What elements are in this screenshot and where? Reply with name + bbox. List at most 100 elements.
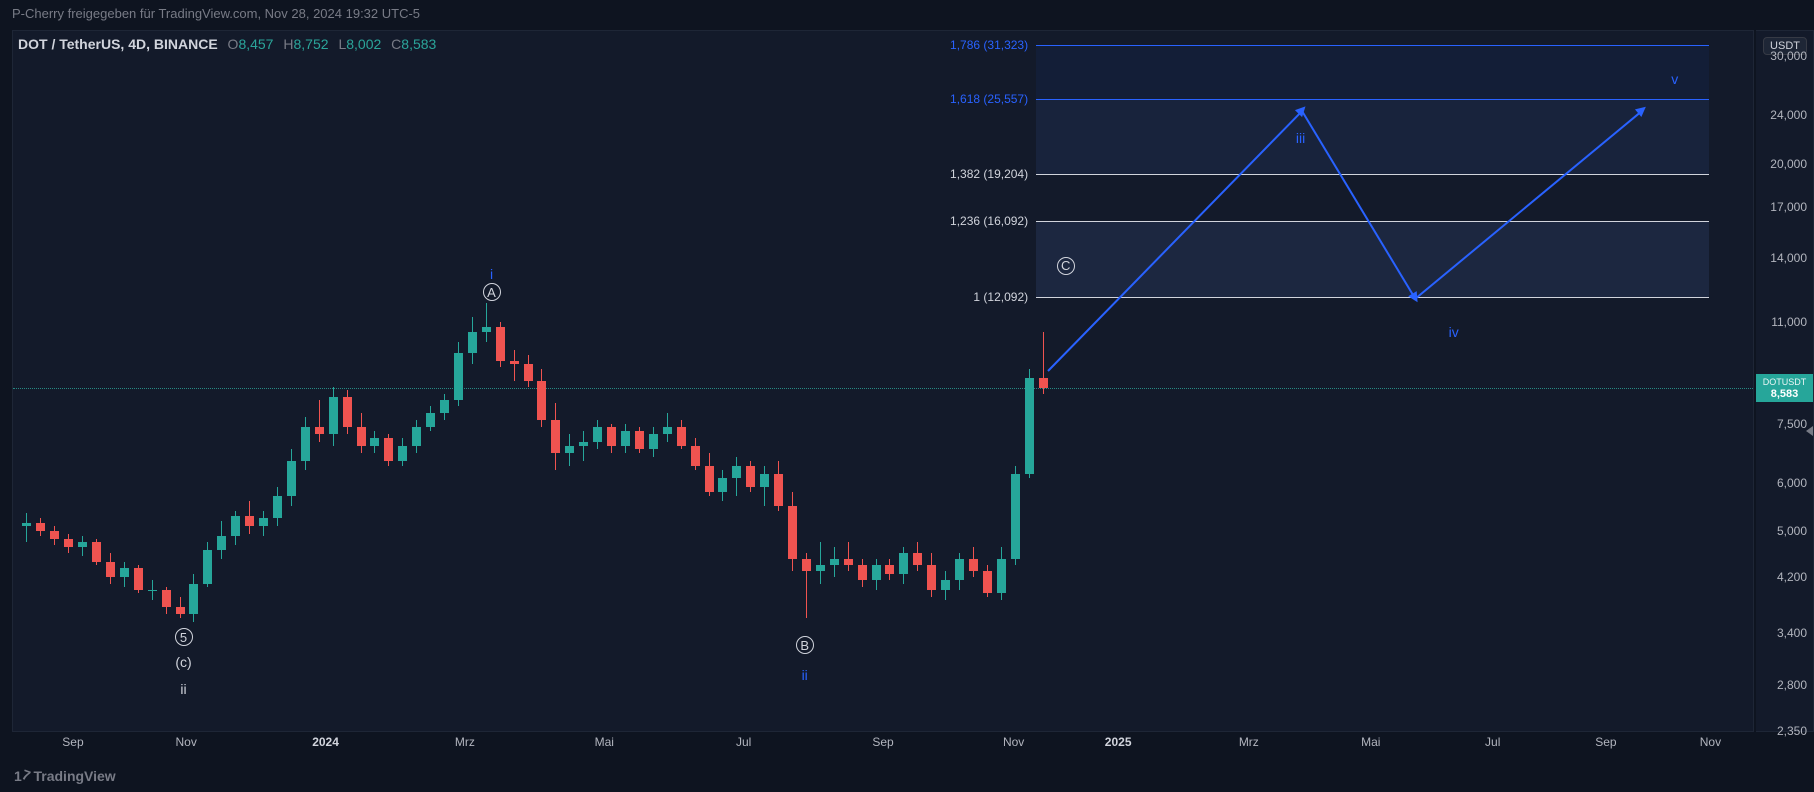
candle-body (927, 565, 936, 590)
candle-body (802, 559, 811, 571)
price-tick: 5,000 (1777, 524, 1807, 538)
time-tick: Mai (595, 735, 614, 749)
candle-body (732, 466, 741, 479)
elliott-wave-label: (c) (175, 654, 191, 670)
fib-level-line (1036, 45, 1709, 46)
price-tick: 3,400 (1777, 626, 1807, 640)
candle-body (1039, 378, 1048, 388)
candle-body (1011, 474, 1020, 559)
time-tick: Sep (1595, 735, 1616, 749)
candle-body (537, 381, 546, 420)
candle-body (370, 438, 379, 446)
candle-body (565, 446, 574, 454)
candle-body (955, 559, 964, 580)
price-tick: 11,000 (1771, 315, 1807, 329)
time-tick: Nov (176, 735, 197, 749)
candle-wick (583, 431, 584, 462)
candle-body (816, 565, 825, 571)
candle-body (969, 559, 978, 571)
price-axis[interactable]: USDT 30,00024,00020,00017,00014,00011,00… (1756, 30, 1814, 732)
candle-body (176, 607, 185, 614)
symbol-label: DOT / TetherUS, 4D, BINANCE (18, 36, 218, 52)
candle-body (398, 446, 407, 462)
fib-level-line (1036, 297, 1709, 298)
chart-area[interactable]: 1,786 (31,323)1,618 (25,557)1,382 (19,20… (12, 30, 1754, 732)
fib-level-label: 1 (12,092) (973, 290, 1036, 304)
candle-body (412, 427, 421, 446)
candle-body (746, 466, 755, 488)
candle-wick (514, 350, 515, 381)
candle-body (287, 461, 296, 496)
candle-body (482, 327, 491, 332)
time-tick: Sep (62, 735, 83, 749)
candle-body (858, 565, 867, 580)
elliott-wave-circled: C (1057, 257, 1075, 275)
candle-body (273, 496, 282, 518)
candle-wick (486, 303, 487, 342)
axis-scroll-icon (1806, 426, 1813, 436)
candle-body (384, 438, 393, 461)
ohlc-o-value: 8,457 (238, 36, 273, 52)
current-price-tag: DOTUSDT 8,583 (1756, 374, 1813, 402)
candle-body (663, 427, 672, 434)
candle-body (189, 584, 198, 615)
candle-body (203, 550, 212, 583)
ohlc-h-value: 8,752 (294, 36, 329, 52)
candle-body (217, 536, 226, 550)
candle-body (593, 427, 602, 442)
candle-body (106, 562, 115, 577)
candle-body (635, 431, 644, 450)
candle-body (844, 559, 853, 565)
fib-level-line (1036, 221, 1709, 222)
candle-body (468, 332, 477, 353)
time-tick: 2025 (1105, 735, 1132, 749)
time-tick: Mrz (1239, 735, 1259, 749)
candle-body (315, 427, 324, 434)
price-tick: 4,200 (1777, 570, 1807, 584)
time-tick: Sep (872, 735, 893, 749)
price-tick: 24,000 (1770, 108, 1807, 122)
fib-level-line (1036, 99, 1709, 100)
ohlc-c-value: 8,583 (401, 36, 436, 52)
candle-body (705, 466, 714, 492)
candle-body (997, 559, 1006, 594)
price-tick: 6,000 (1777, 476, 1807, 490)
candle-wick (319, 400, 320, 442)
candle-body (579, 442, 588, 446)
candle-body (329, 397, 338, 435)
candle-body (983, 571, 992, 593)
price-tick: 30,000 (1770, 49, 1807, 63)
candle-body (440, 400, 449, 413)
candle-body (941, 580, 950, 590)
candle-wick (820, 542, 821, 584)
fib-zone (1036, 221, 1709, 297)
time-axis[interactable]: SepNov2024MrzMaiJulSepNov2025MrzMaiJulSe… (12, 733, 1754, 757)
candle-wick (26, 513, 27, 542)
candle-body (1025, 378, 1034, 474)
candle-body (872, 565, 881, 580)
price-tick: 17,000 (1770, 200, 1807, 214)
fib-zone (1036, 45, 1709, 99)
candle-body (301, 427, 310, 461)
price-tick: 2,800 (1777, 678, 1807, 692)
candle-body (78, 542, 87, 548)
elliott-wave-label: iii (1296, 130, 1305, 146)
time-tick: Nov (1700, 735, 1721, 749)
elliott-wave-circled: 5 (175, 628, 193, 646)
time-tick: Jul (736, 735, 751, 749)
candle-body (162, 590, 171, 607)
price-tick: 7,500 (1777, 417, 1807, 431)
candle-wick (848, 542, 849, 571)
publish-info: P-Cherry freigegeben für TradingView.com… (0, 0, 1814, 27)
time-tick: Nov (1003, 735, 1024, 749)
elliott-wave-label: ii (180, 681, 186, 697)
candle-body (649, 434, 658, 449)
time-tick: Mai (1361, 735, 1380, 749)
chart-inner: 1,786 (31,323)1,618 (25,557)1,382 (19,20… (13, 31, 1753, 731)
candle-body (22, 523, 31, 526)
candle-body (231, 516, 240, 537)
time-tick: 2024 (312, 735, 339, 749)
candle-body (245, 516, 254, 526)
candle-body (50, 531, 59, 539)
candle-body (691, 446, 700, 466)
